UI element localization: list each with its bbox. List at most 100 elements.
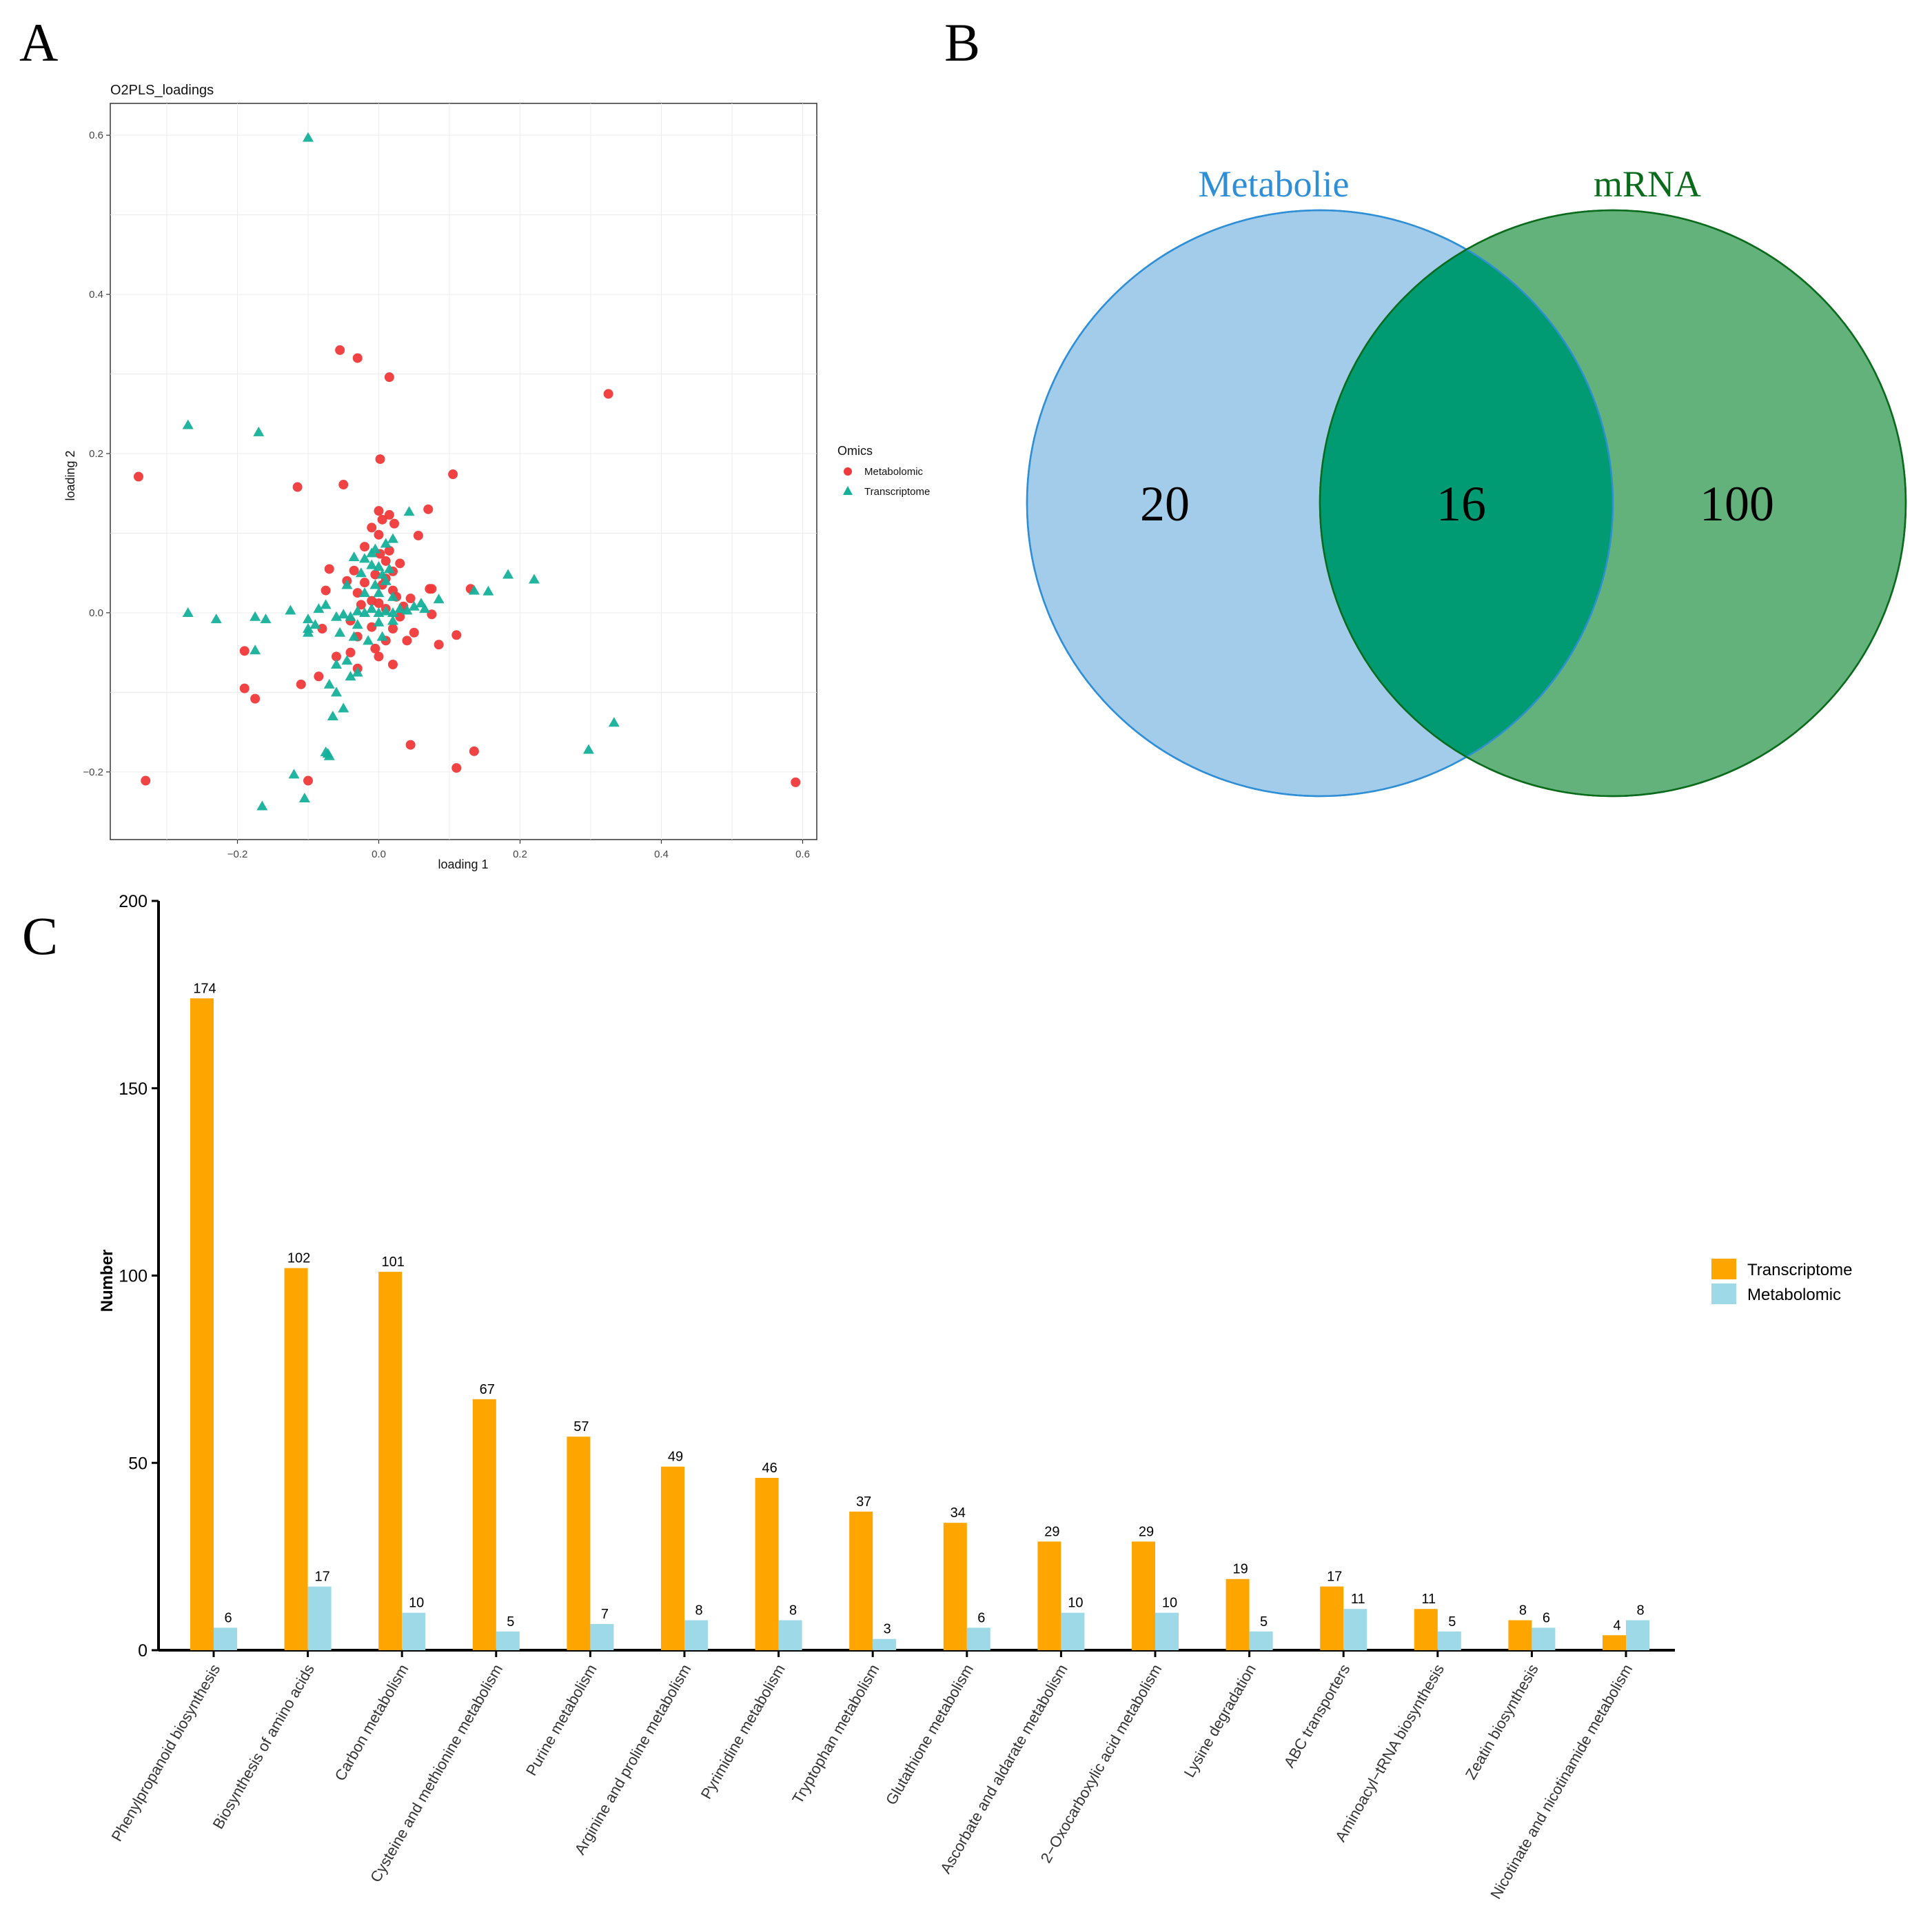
bar-value-label-metabolomic: 3: [884, 1622, 891, 1637]
bar-category-label: Pyrimidine metabolism: [698, 1661, 789, 1802]
scatter-point-metabolomic: [370, 643, 380, 653]
scatter-point-metabolomic: [791, 777, 801, 787]
scatter-point-transcriptome: [298, 792, 310, 802]
bar-category-label: Phenylpropanoid biosynthesis: [108, 1661, 224, 1845]
bar-metabolomic: [1249, 1631, 1273, 1650]
bar-value-label-metabolomic: 10: [409, 1596, 424, 1611]
bar-value-label-metabolomic: 8: [1636, 1603, 1644, 1618]
scatter-point-metabolomic: [360, 542, 369, 552]
scatter-point-metabolomic: [360, 578, 369, 588]
bar-metabolomic: [684, 1620, 708, 1650]
scatter-point-metabolomic: [469, 746, 479, 756]
bar-transcriptome: [1132, 1541, 1155, 1650]
bar-category-label: Carbon metabolism: [332, 1661, 412, 1784]
bar-value-label-metabolomic: 5: [1260, 1614, 1268, 1630]
scatter-point-transcriptome: [366, 547, 378, 558]
scatter-y-tick-label: 0.0: [89, 607, 103, 619]
scatter-point-transcriptome: [313, 603, 325, 613]
bar-category-label: Zeatin biosynthesis: [1462, 1661, 1542, 1783]
scatter-point-transcriptome: [387, 607, 398, 617]
scatter-point-transcriptome: [322, 748, 334, 758]
venn-metabolie-only-count: 20: [1140, 476, 1190, 531]
bar-metabolomic: [1626, 1620, 1649, 1650]
bar-category-label: Glutathione metabolism: [882, 1661, 977, 1808]
bar-value-label-metabolomic: 7: [601, 1607, 609, 1622]
scatter-point-metabolomic: [405, 740, 416, 750]
scatter-point-metabolomic: [374, 529, 384, 540]
scatter-point-transcriptome: [373, 560, 385, 571]
scatter-point-transcriptome: [359, 607, 370, 617]
bar-transcriptome: [284, 1268, 308, 1650]
legend-metabolomic-label: Metabolomic: [864, 466, 924, 478]
scatter-point-transcriptome: [182, 607, 194, 617]
scatter-point-metabolomic: [296, 679, 306, 689]
bar-value-label-transcriptome: 17: [1327, 1570, 1342, 1585]
scatter-x-tick-label: 0.6: [795, 849, 810, 860]
bar-metabolomic: [1532, 1627, 1556, 1650]
scatter-point-transcriptome: [376, 631, 388, 641]
scatter-point-metabolomic: [352, 588, 363, 598]
scatter-point-metabolomic: [384, 372, 394, 383]
scatter-point-transcriptome: [331, 687, 342, 697]
scatter-point-transcriptome: [323, 678, 335, 689]
scatter-point-transcriptome: [380, 605, 392, 616]
bar-value-label-metabolomic: 5: [1448, 1614, 1456, 1630]
scatter-point-transcriptome: [303, 132, 314, 142]
scatter-point-transcriptome: [320, 599, 332, 609]
scatter-x-tick-label: 0.2: [513, 849, 527, 860]
bar-value-label-transcriptome: 174: [193, 981, 216, 996]
scatter-point-transcriptome: [260, 613, 272, 624]
scatter-point-transcriptome: [383, 563, 395, 574]
scatter-point-metabolomic: [141, 775, 151, 786]
bar-value-label-transcriptome: 46: [762, 1461, 777, 1476]
scatter-point-metabolomic: [402, 636, 412, 646]
legend-metabolomic-text: Metabolomic: [1747, 1286, 1841, 1304]
scatter-point-metabolomic: [388, 659, 398, 669]
scatter-point-transcriptome: [502, 569, 514, 579]
scatter-x-ticks: −0.2 0.0 0.2 0.4 0.6: [227, 840, 810, 860]
scatter-point-transcriptome: [303, 627, 314, 637]
legend-transcriptome-label: Transcriptome: [864, 486, 930, 498]
scatter-point-transcriptome: [331, 658, 342, 669]
scatter-point-transcriptome: [363, 635, 374, 645]
scatter-point-metabolomic: [317, 624, 327, 634]
legend-transcriptome-marker: [843, 486, 853, 495]
scatter-point-metabolomic: [239, 683, 250, 693]
scatter-y-tick-label: 0.2: [89, 448, 103, 460]
bar-value-label-metabolomic: 6: [977, 1610, 985, 1625]
bar-value-labels: 1746102171011067557749846837334629102910…: [193, 981, 1644, 1636]
bar-value-label-transcriptome: 101: [382, 1255, 405, 1270]
legend-transcriptome-text: Transcriptome: [1747, 1261, 1852, 1279]
scatter-point-metabolomic: [250, 693, 261, 704]
scatter-point-transcriptome: [433, 593, 445, 604]
bar-transcriptome: [472, 1399, 496, 1650]
scatter-point-transcriptome: [352, 619, 363, 629]
scatter-point-transcriptome: [210, 613, 222, 624]
scatter-point-metabolomic: [413, 530, 423, 540]
scatter-point-transcriptome: [380, 575, 392, 585]
scatter-point-transcriptome: [352, 667, 363, 677]
scatter-point-metabolomic: [345, 647, 356, 658]
scatter-point-transcriptome: [352, 605, 363, 616]
bar-legend: Transcriptome Metabolomic: [1711, 1259, 1852, 1304]
scatter-point-metabolomic: [389, 518, 400, 529]
scatter-point-metabolomic: [374, 598, 384, 609]
bar-category-label: Lysine degradation: [1181, 1661, 1259, 1780]
scatter-point-transcriptome: [401, 605, 413, 615]
scatter-point-metabolomic: [370, 569, 380, 580]
bar-y-tick-label: 0: [138, 1641, 148, 1661]
scatter-point-transcriptome: [285, 605, 296, 615]
bar-value-label-metabolomic: 11: [1351, 1592, 1365, 1607]
bar-y-axis-label: Number: [98, 1250, 116, 1312]
scatter-x-axis-label: loading 1: [438, 857, 488, 871]
scatter-point-transcriptome: [345, 611, 356, 621]
scatter-y-axis-label: loading 2: [63, 450, 77, 500]
venn-intersection: [1320, 210, 1613, 796]
bar-transcriptome: [1603, 1635, 1626, 1650]
bar-category-label: ABC transporters: [1281, 1661, 1354, 1771]
legend-transcriptome-swatch: [1711, 1259, 1736, 1279]
venn-intersection-count: 16: [1436, 476, 1486, 531]
scatter-point-metabolomic: [335, 345, 345, 355]
scatter-legend: Omics Metabolomic Transcriptome: [837, 444, 930, 498]
scatter-point-metabolomic: [375, 454, 385, 465]
